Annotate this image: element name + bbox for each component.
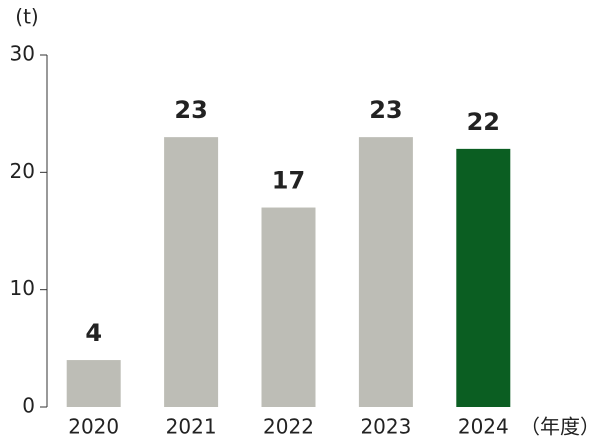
x-tick-label: 2023 xyxy=(360,415,411,439)
x-tick-label: 2021 xyxy=(166,415,217,439)
y-tick-label: 10 xyxy=(10,276,35,300)
bar xyxy=(66,360,121,407)
bar xyxy=(261,207,316,407)
bar xyxy=(456,148,511,407)
x-tick-label: 2024 xyxy=(458,415,509,439)
value-label: 23 xyxy=(174,96,207,124)
value-label: 22 xyxy=(467,108,500,136)
y-tick-label: 0 xyxy=(22,394,35,418)
x-axis-label: （年度） xyxy=(520,415,600,439)
x-tick-label: 2020 xyxy=(68,415,119,439)
value-label: 17 xyxy=(272,167,305,195)
y-tick-label: 30 xyxy=(10,42,35,66)
bar xyxy=(164,137,219,407)
y-axis-label: (t) xyxy=(15,5,38,29)
value-label: 23 xyxy=(369,96,402,124)
y-tick-label: 20 xyxy=(10,159,35,183)
bar xyxy=(358,137,413,407)
x-tick-label: 2022 xyxy=(263,415,314,439)
value-label: 4 xyxy=(85,319,102,347)
